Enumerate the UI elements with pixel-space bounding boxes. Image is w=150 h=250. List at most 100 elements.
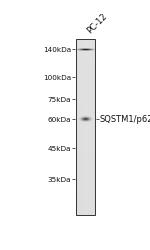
Bar [80, 51, 81, 52]
Bar [80, 122, 81, 123]
Bar [90, 119, 91, 120]
Bar [84, 121, 85, 122]
Bar [76, 182, 96, 183]
Bar [79, 40, 80, 215]
Bar [93, 121, 94, 122]
Bar [76, 104, 96, 106]
Bar [84, 51, 85, 52]
Bar [93, 116, 94, 117]
Bar [93, 48, 94, 49]
Bar [83, 49, 84, 50]
Bar [79, 50, 80, 51]
Bar [77, 121, 78, 122]
Bar [76, 56, 96, 57]
Bar [83, 120, 84, 121]
Bar [76, 157, 96, 159]
Bar [91, 121, 92, 122]
Bar [76, 127, 96, 129]
Bar [76, 118, 96, 120]
Bar [79, 117, 80, 118]
Bar [76, 42, 96, 43]
Bar [76, 136, 96, 138]
Bar [83, 119, 84, 120]
Bar [79, 121, 80, 122]
Bar [76, 78, 96, 80]
Bar [76, 61, 96, 62]
Bar [92, 40, 93, 215]
Bar [86, 48, 87, 49]
Bar [85, 49, 86, 50]
Bar [76, 45, 96, 47]
Bar [76, 148, 96, 150]
Bar [89, 119, 90, 120]
Bar [76, 196, 96, 197]
Bar [86, 120, 87, 121]
Bar [78, 120, 79, 121]
Bar [81, 121, 82, 122]
Bar [76, 57, 96, 59]
Bar [84, 119, 85, 120]
Bar [76, 90, 96, 92]
Text: 100kDa: 100kDa [43, 74, 71, 80]
Bar [76, 159, 96, 160]
Bar [90, 122, 91, 123]
Bar [89, 118, 90, 119]
Bar [77, 116, 78, 117]
Bar [86, 51, 87, 52]
Bar [77, 119, 78, 120]
Bar [76, 201, 96, 202]
Bar [76, 140, 96, 141]
Bar [76, 171, 96, 173]
Bar [76, 76, 96, 78]
Bar [77, 122, 78, 123]
Bar [89, 121, 90, 122]
Bar [81, 40, 82, 215]
Bar [77, 48, 78, 49]
Bar [76, 174, 96, 176]
Bar [79, 122, 80, 123]
Bar [92, 121, 93, 122]
Bar [88, 121, 89, 122]
Bar [91, 122, 92, 123]
Bar [76, 89, 96, 90]
Bar [76, 113, 96, 115]
Bar [76, 183, 96, 185]
Bar [92, 119, 93, 120]
Bar [76, 168, 96, 169]
Bar [88, 118, 89, 119]
Bar [93, 49, 94, 50]
Bar [84, 40, 85, 215]
Bar [87, 118, 88, 119]
Bar [87, 51, 88, 52]
Bar [76, 96, 96, 98]
Bar [90, 121, 91, 122]
Bar [82, 50, 83, 51]
Bar [76, 112, 96, 113]
Bar [76, 70, 96, 71]
Bar [83, 122, 84, 123]
Bar [85, 118, 86, 119]
Bar [77, 50, 78, 51]
Bar [84, 117, 85, 118]
Bar [91, 119, 92, 120]
Bar [81, 51, 82, 52]
Bar [89, 40, 90, 215]
Bar [89, 116, 90, 117]
Text: PC-12: PC-12 [86, 11, 109, 35]
Bar [89, 51, 90, 52]
Bar [76, 80, 96, 82]
Bar [80, 50, 81, 51]
Bar [90, 49, 91, 50]
Bar [79, 116, 80, 117]
Bar [77, 49, 78, 50]
Bar [85, 121, 86, 122]
Bar [82, 48, 83, 49]
Bar [76, 145, 96, 146]
Bar [81, 116, 82, 117]
Bar [76, 40, 77, 215]
Text: SQSTM1/p62: SQSTM1/p62 [100, 115, 150, 124]
Bar [79, 120, 80, 121]
Bar [76, 176, 96, 178]
Bar [76, 120, 96, 122]
Bar [85, 120, 86, 121]
